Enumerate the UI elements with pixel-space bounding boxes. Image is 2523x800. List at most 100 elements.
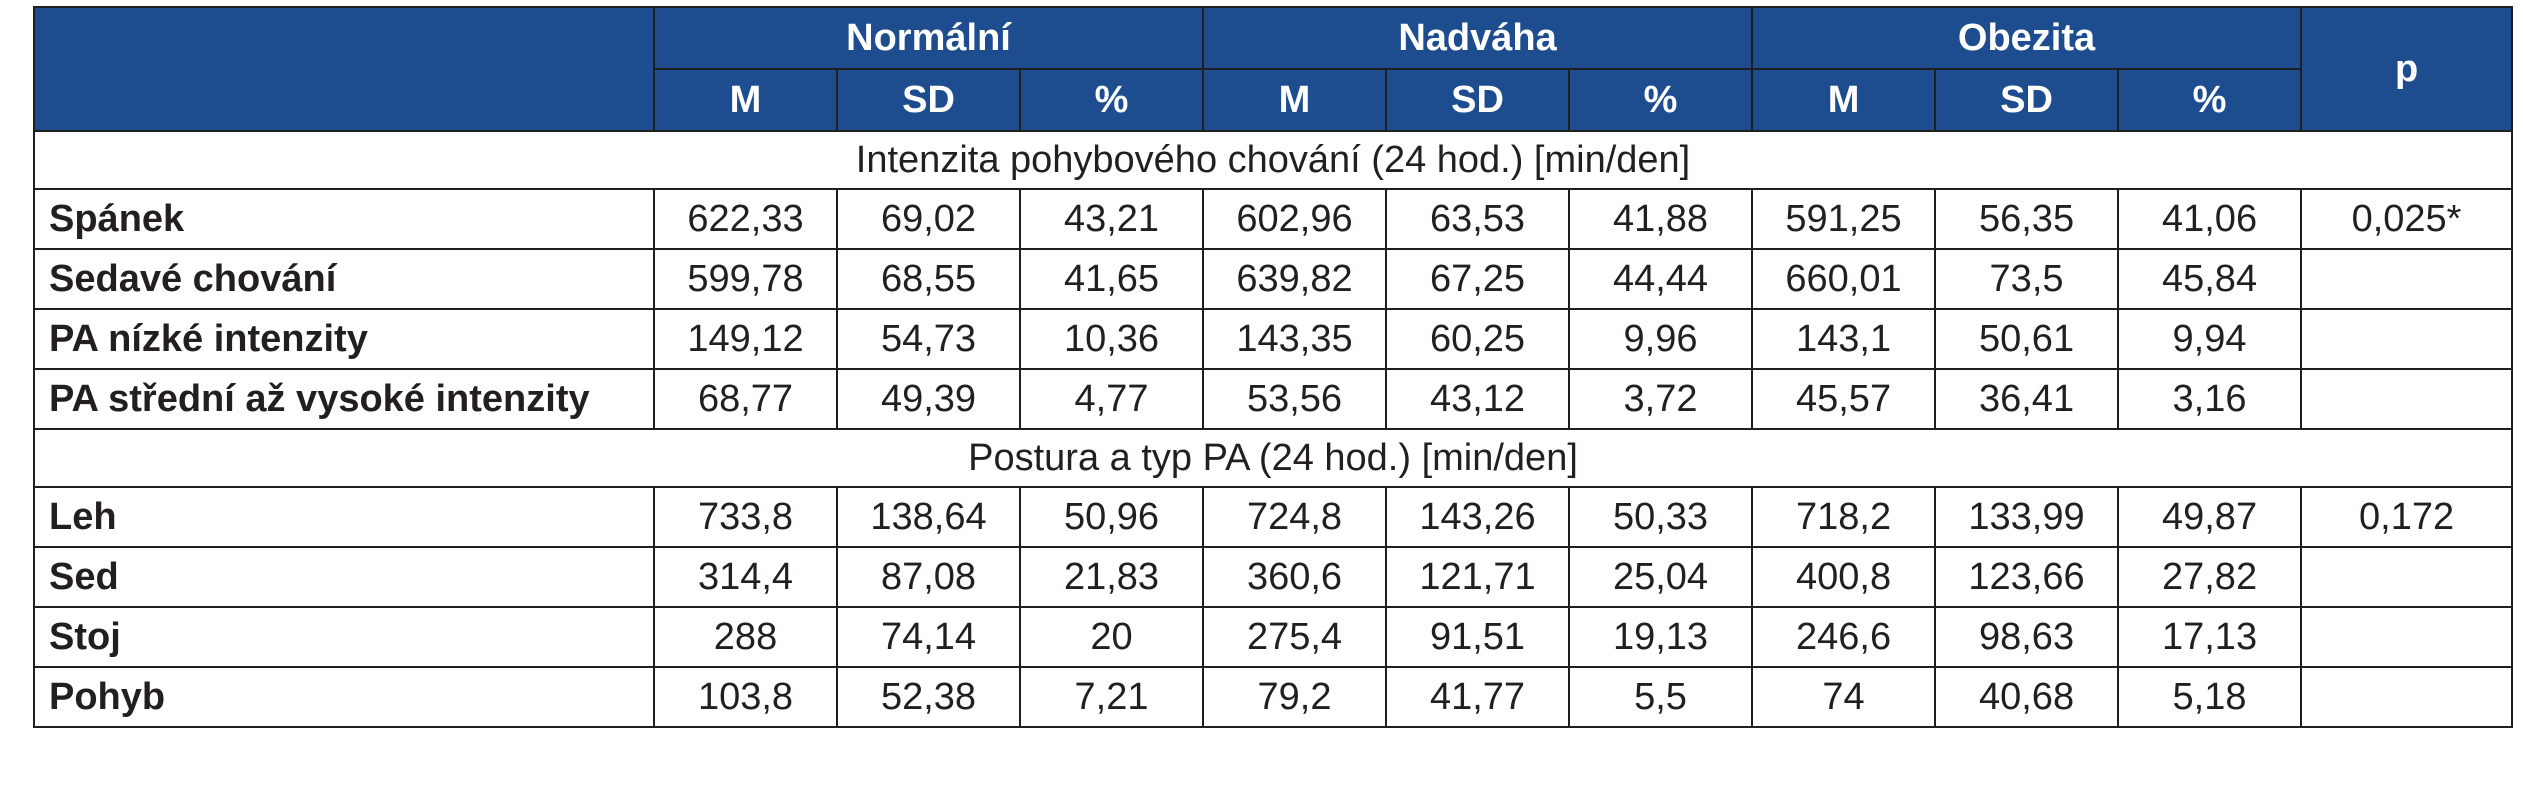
value-cell: 724,8 bbox=[1202, 486, 1387, 548]
value-cell: 10,36 bbox=[1019, 308, 1204, 370]
value-cell: 54,73 bbox=[836, 308, 1021, 370]
header-stat: % bbox=[2117, 68, 2303, 132]
value-cell: 7,21 bbox=[1019, 666, 1204, 728]
value-cell: 143,1 bbox=[1751, 308, 1937, 370]
header-corner-cell bbox=[33, 6, 655, 132]
value-cell: 9,94 bbox=[2117, 308, 2303, 370]
value-cell: 69,02 bbox=[836, 188, 1021, 250]
value-cell: 50,96 bbox=[1019, 486, 1204, 548]
value-cell: 4,77 bbox=[1019, 368, 1204, 430]
value-cell: 41,65 bbox=[1019, 248, 1204, 310]
value-cell: 74,14 bbox=[836, 606, 1021, 668]
header-p-value: p bbox=[2300, 6, 2514, 132]
section-title: Intenzita pohybového chování (24 hod.) [… bbox=[32, 130, 2514, 190]
header-group-normalni: Normální bbox=[653, 6, 1204, 70]
header-group-nadvaha: Nadváha bbox=[1201, 6, 1754, 70]
value-cell: 41,06 bbox=[2117, 188, 2303, 250]
data-table: Normální Nadváha Obezita p M SD % M SD %… bbox=[32, 6, 2514, 728]
row-label: Sedavé chování bbox=[33, 248, 655, 310]
value-cell: 43,12 bbox=[1385, 368, 1570, 430]
value-cell: 27,82 bbox=[2117, 546, 2303, 608]
table-row: Sedavé chování 599,78 68,55 41,65 639,82 67,2… bbox=[33, 248, 2514, 310]
value-cell: 246,6 bbox=[1751, 606, 1937, 668]
row-label: Pohyb bbox=[33, 666, 655, 728]
value-cell: 138,64 bbox=[836, 486, 1021, 548]
value-cell: 718,2 bbox=[1751, 486, 1937, 548]
value-cell: 45,57 bbox=[1751, 368, 1937, 430]
value-cell: 123,66 bbox=[1934, 546, 2120, 608]
value-cell: 733,8 bbox=[653, 486, 838, 548]
table-row: Sed 314,4 87,08 21,83 360,6 121,71 25,04 400,8 1… bbox=[33, 546, 2514, 608]
value-cell: 43,21 bbox=[1019, 188, 1204, 250]
table-row: Leh 733,8 138,64 50,96 724,8 143,26 50,33 718,2… bbox=[33, 486, 2514, 548]
value-cell: 19,13 bbox=[1567, 606, 1754, 668]
value-cell: 25,04 bbox=[1567, 546, 1754, 608]
value-cell: 73,5 bbox=[1934, 248, 2120, 310]
value-cell: 79,2 bbox=[1202, 666, 1387, 728]
row-label: PA nízké intenzity bbox=[33, 308, 655, 370]
value-cell: 50,33 bbox=[1567, 486, 1754, 548]
section-row: Postura a typ PA (24 hod.) [min/den] bbox=[32, 428, 2514, 488]
value-cell: 36,41 bbox=[1934, 368, 2120, 430]
header-stat: M bbox=[1751, 68, 1937, 132]
header-stat: SD bbox=[836, 68, 1021, 132]
value-cell: 622,33 bbox=[653, 188, 838, 250]
p-value-cell bbox=[2300, 606, 2514, 668]
value-cell: 49,87 bbox=[2117, 486, 2303, 548]
table-header: Normální Nadváha Obezita p M SD % M SD %… bbox=[33, 6, 2514, 132]
value-cell: 149,12 bbox=[653, 308, 838, 370]
value-cell: 50,61 bbox=[1934, 308, 2120, 370]
value-cell: 5,5 bbox=[1567, 666, 1754, 728]
value-cell: 599,78 bbox=[653, 248, 838, 310]
header-stat: SD bbox=[1934, 68, 2120, 132]
value-cell: 68,77 bbox=[653, 368, 838, 430]
value-cell: 17,13 bbox=[2117, 606, 2303, 668]
value-cell: 360,6 bbox=[1202, 546, 1387, 608]
value-cell: 639,82 bbox=[1202, 248, 1387, 310]
value-cell: 143,26 bbox=[1385, 486, 1570, 548]
row-label: Spánek bbox=[33, 188, 655, 250]
value-cell: 41,88 bbox=[1567, 188, 1754, 250]
header-stat: M bbox=[1202, 68, 1387, 132]
header-row-groups: Normální Nadváha Obezita p bbox=[33, 6, 2514, 132]
value-cell: 660,01 bbox=[1751, 248, 1937, 310]
section-title: Postura a typ PA (24 hod.) [min/den] bbox=[32, 428, 2514, 488]
value-cell: 9,96 bbox=[1567, 308, 1754, 370]
value-cell: 91,51 bbox=[1385, 606, 1570, 668]
value-cell: 52,38 bbox=[836, 666, 1021, 728]
value-cell: 63,53 bbox=[1385, 188, 1570, 250]
value-cell: 103,8 bbox=[653, 666, 838, 728]
table-body: Intenzita pohybového chování (24 hod.) [… bbox=[32, 130, 2514, 728]
value-cell: 68,55 bbox=[836, 248, 1021, 310]
header-group-obezita: Obezita bbox=[1751, 6, 2303, 70]
p-value-cell bbox=[2300, 308, 2514, 370]
table-row: Spánek 622,33 69,02 43,21 602,96 63,53 41,88 59… bbox=[33, 188, 2514, 250]
row-label: Leh bbox=[33, 486, 655, 548]
p-value-cell bbox=[2300, 368, 2514, 430]
value-cell: 5,18 bbox=[2117, 666, 2303, 728]
value-cell: 400,8 bbox=[1751, 546, 1937, 608]
p-value-cell: 0,172 bbox=[2300, 486, 2514, 548]
value-cell: 53,56 bbox=[1202, 368, 1387, 430]
value-cell: 87,08 bbox=[836, 546, 1021, 608]
p-value-cell: 0,025* bbox=[2300, 188, 2514, 250]
p-value-cell bbox=[2300, 546, 2514, 608]
value-cell: 74 bbox=[1751, 666, 1937, 728]
row-label: Stoj bbox=[33, 606, 655, 668]
p-value-cell bbox=[2300, 248, 2514, 310]
table-row: Stoj 288 74,14 20 275,4 91,51 19,13 246,6 98,63 1… bbox=[33, 606, 2514, 668]
header-stat: SD bbox=[1385, 68, 1570, 132]
value-cell: 60,25 bbox=[1385, 308, 1570, 370]
value-cell: 41,77 bbox=[1385, 666, 1570, 728]
value-cell: 20 bbox=[1019, 606, 1204, 668]
value-cell: 314,4 bbox=[653, 546, 838, 608]
row-label: Sed bbox=[33, 546, 655, 608]
value-cell: 3,72 bbox=[1567, 368, 1754, 430]
value-cell: 133,99 bbox=[1934, 486, 2120, 548]
value-cell: 45,84 bbox=[2117, 248, 2303, 310]
value-cell: 98,63 bbox=[1934, 606, 2120, 668]
value-cell: 56,35 bbox=[1934, 188, 2120, 250]
value-cell: 121,71 bbox=[1385, 546, 1570, 608]
table-row: PA střední až vysoké intenzity 68,77 49,39… bbox=[33, 368, 2514, 430]
row-label: PA střední až vysoké intenzity bbox=[33, 368, 655, 430]
